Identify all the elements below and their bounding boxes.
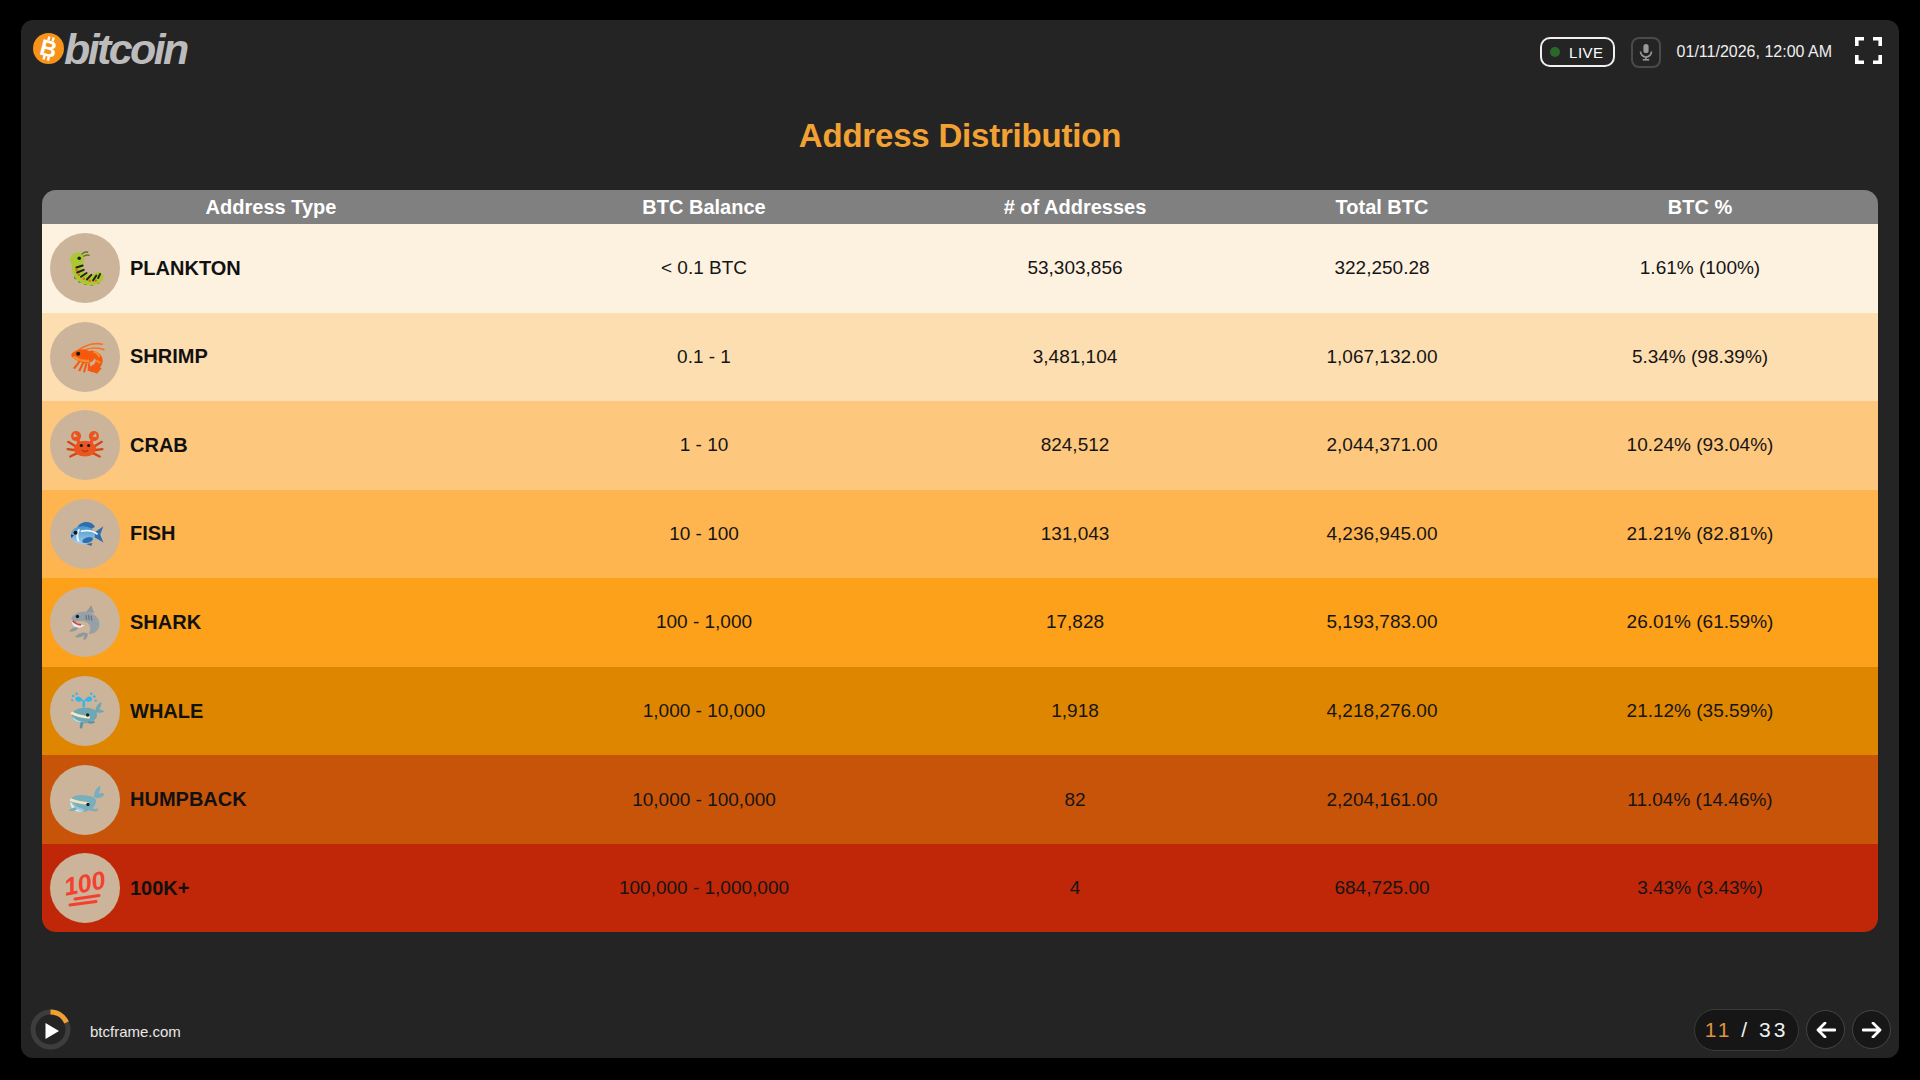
svg-text:100: 100: [61, 865, 107, 900]
